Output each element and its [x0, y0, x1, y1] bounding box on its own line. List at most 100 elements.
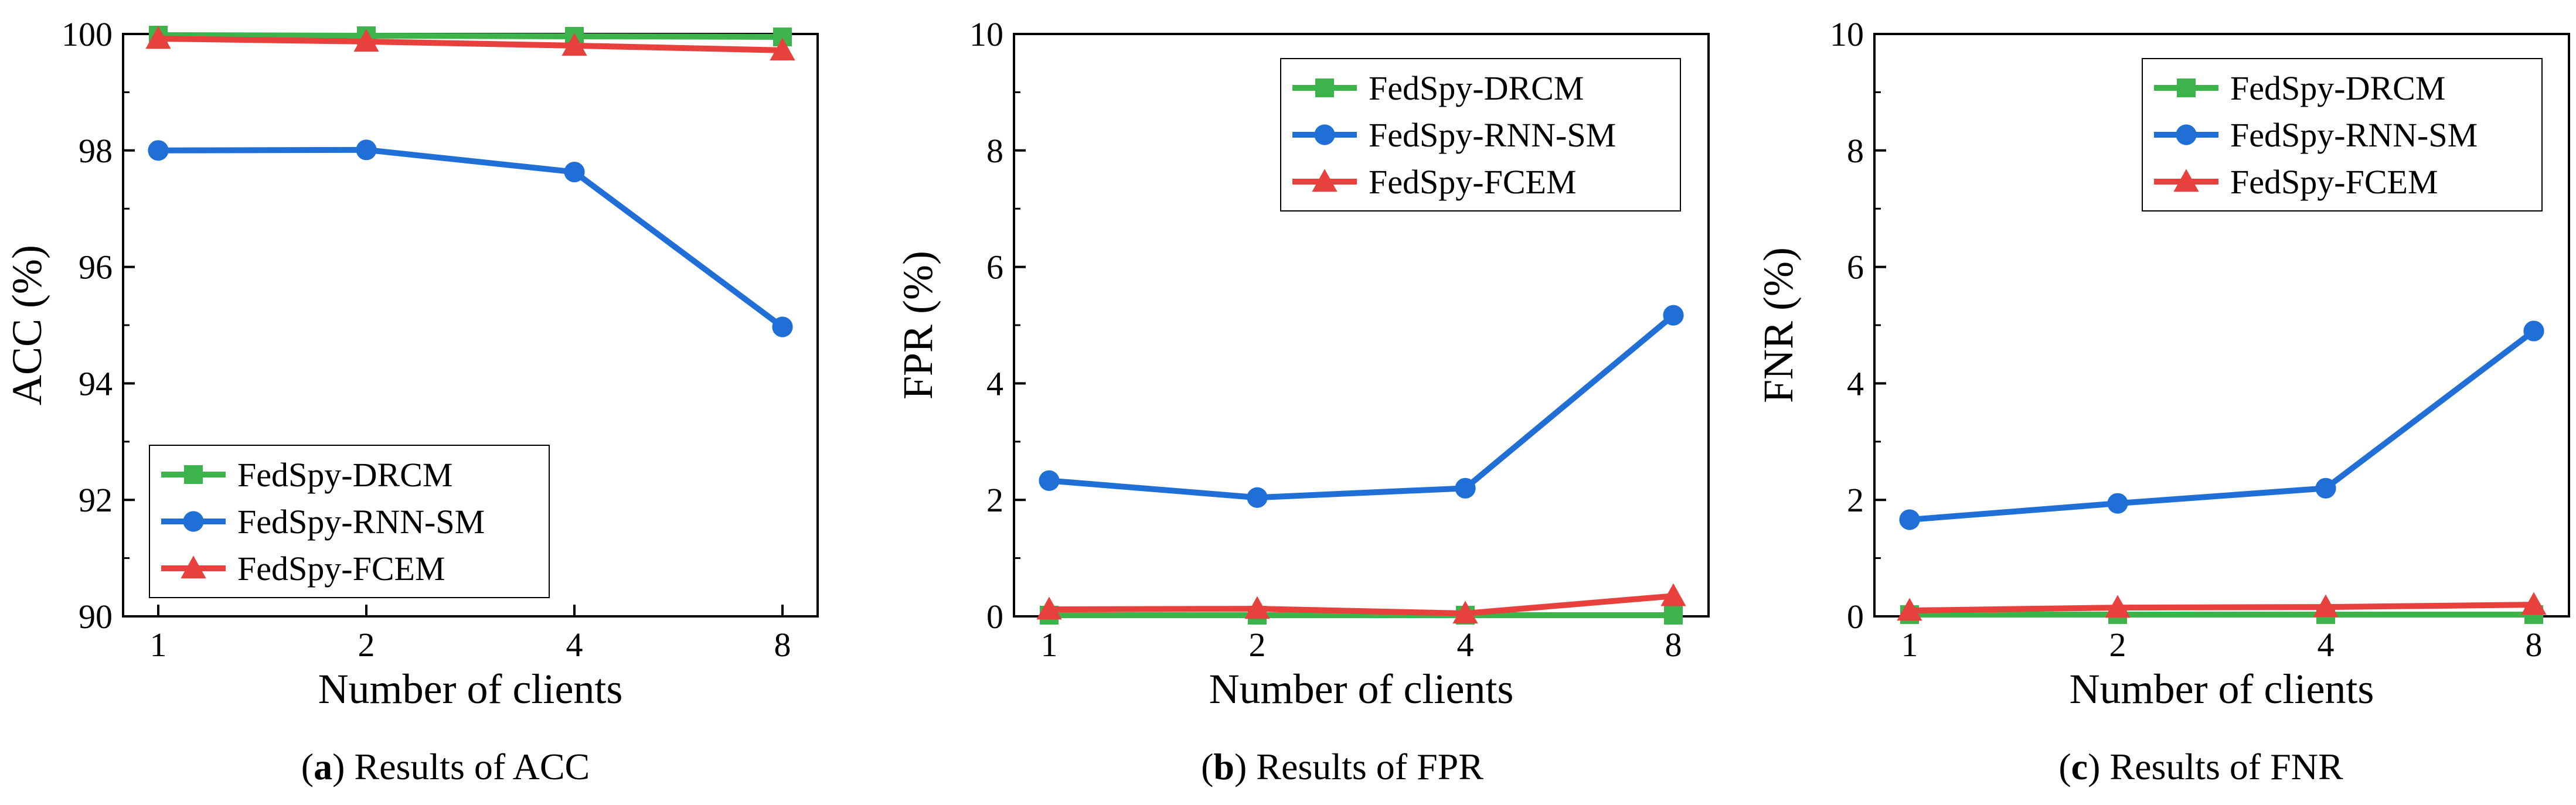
legend-label: FedSpy-FCEM — [237, 550, 445, 588]
legend-label: FedSpy-FCEM — [2230, 163, 2438, 201]
series-fedspy-fcem — [1897, 592, 2547, 621]
data-point — [2521, 592, 2547, 615]
y-tick-label: 6 — [986, 248, 1003, 286]
legend-label: FedSpy-RNN-SM — [1369, 116, 1616, 154]
y-tick-label: 98 — [79, 132, 113, 170]
series-fedspy-rnn-sm — [1899, 320, 2544, 530]
caption-open-paren: ( — [1201, 746, 1213, 787]
data-point — [1660, 583, 1686, 606]
legend-label: FedSpy-DRCM — [2230, 69, 2445, 107]
data-point — [564, 161, 585, 183]
data-point — [1452, 601, 1478, 624]
legend-marker — [184, 465, 203, 484]
y-tick-label: 90 — [79, 598, 113, 636]
data-point — [356, 139, 377, 161]
series-fedspy-fcem — [145, 26, 795, 61]
x-tick-label: 4 — [566, 626, 583, 664]
series-line — [158, 32, 783, 40]
data-point — [1897, 598, 1922, 621]
caption: (a) Results of ACC — [301, 746, 590, 787]
caption-text: ) Results of ACC — [332, 746, 590, 787]
legend-marker — [1314, 124, 1335, 145]
x-tick-label: 2 — [2109, 626, 2126, 664]
series-line — [1909, 602, 2534, 614]
y-tick-label: 94 — [79, 364, 113, 403]
x-tick-label: 4 — [1457, 626, 1474, 664]
data-point — [2105, 595, 2131, 618]
data-point — [353, 29, 379, 52]
series-fedspy-fcem — [1036, 583, 1686, 624]
legend-marker — [2177, 79, 2196, 97]
caption-open-paren: ( — [2058, 746, 2071, 787]
y-axis-title: FPR (%) — [894, 251, 941, 400]
series-fedspy-rnn-sm — [1039, 305, 1684, 508]
series-line — [1909, 328, 2536, 523]
x-tick-label: 1 — [1041, 626, 1058, 664]
legend-marker — [2173, 169, 2199, 192]
data-point — [2523, 320, 2544, 342]
y-tick-label: 10 — [969, 15, 1003, 53]
x-axis-title: Number of clients — [318, 666, 623, 712]
data-point — [1663, 305, 1684, 326]
legend-marker — [2176, 124, 2197, 145]
caption-letter: c — [2071, 746, 2088, 787]
legend-marker — [183, 511, 204, 532]
legend-label: FedSpy-RNN-SM — [237, 503, 485, 541]
legend: FedSpy-DRCM FedSpy-RNN-SM FedSpy-FCEM — [2142, 58, 2543, 212]
y-tick-label: 0 — [1847, 598, 1864, 636]
data-point — [1455, 477, 1476, 499]
y-axis-title: ACC (%) — [4, 245, 50, 405]
y-tick-label: 10 — [1830, 15, 1864, 53]
series-line — [158, 146, 784, 329]
x-tick-label: 2 — [358, 626, 375, 664]
x-tick-label: 8 — [2526, 626, 2543, 664]
y-tick-label: 100 — [62, 15, 113, 53]
x-tick-label: 8 — [774, 626, 791, 664]
data-point — [1244, 596, 1270, 619]
series-line — [1049, 313, 1676, 501]
chart-acc: 90 92 94 96 98 100 1 2 4 8 Number of clients ACC (%… — [4, 15, 819, 787]
data-point — [1664, 606, 1683, 625]
legend-marker — [1312, 169, 1338, 192]
y-tick-label: 4 — [1847, 364, 1864, 403]
caption-text: ) Results of FPR — [1234, 746, 1483, 787]
caption-letter: b — [1213, 746, 1234, 787]
y-tick-label: 0 — [986, 598, 1003, 636]
x-axis-title: Number of clients — [1209, 666, 1514, 712]
x-tick-label: 1 — [1901, 626, 1918, 664]
y-tick-label: 92 — [79, 481, 113, 519]
x-tick-label: 1 — [150, 626, 167, 664]
data-point — [770, 37, 795, 61]
data-point — [2315, 477, 2336, 499]
legend-marker — [1315, 79, 1334, 97]
caption-text: ) Results of FNR — [2088, 746, 2343, 787]
series-line — [1049, 593, 1674, 617]
data-point — [1899, 509, 1920, 530]
x-tick-label: 2 — [1249, 626, 1266, 664]
series-fedspy-rnn-sm — [148, 139, 793, 337]
y-tick-label: 6 — [1847, 248, 1864, 286]
x-tick-label: 8 — [1665, 626, 1682, 664]
data-point — [145, 26, 171, 49]
caption-open-paren: ( — [301, 746, 314, 787]
series-line — [158, 35, 783, 53]
y-tick-label: 2 — [1847, 481, 1864, 519]
x-axis-title: Number of clients — [2070, 666, 2374, 712]
data-point — [1247, 487, 1268, 508]
caption-letter: a — [314, 746, 332, 787]
legend-marker — [181, 555, 206, 579]
y-tick-label: 4 — [986, 364, 1003, 403]
caption: (b) Results of FPR — [1201, 746, 1483, 787]
legend-label: FedSpy-DRCM — [1369, 69, 1584, 107]
y-tick-label: 2 — [986, 481, 1003, 519]
y-tick-label: 8 — [1847, 132, 1864, 170]
y-axis-title: FNR (%) — [1755, 247, 1802, 403]
legend-label: FedSpy-DRCM — [237, 456, 452, 494]
data-point — [1036, 596, 1062, 620]
data-point — [2107, 493, 2128, 514]
data-point — [1039, 470, 1060, 491]
data-point — [2313, 594, 2339, 618]
legend: FedSpy-DRCM FedSpy-RNN-SM FedSpy-FCEM — [1280, 58, 1681, 212]
